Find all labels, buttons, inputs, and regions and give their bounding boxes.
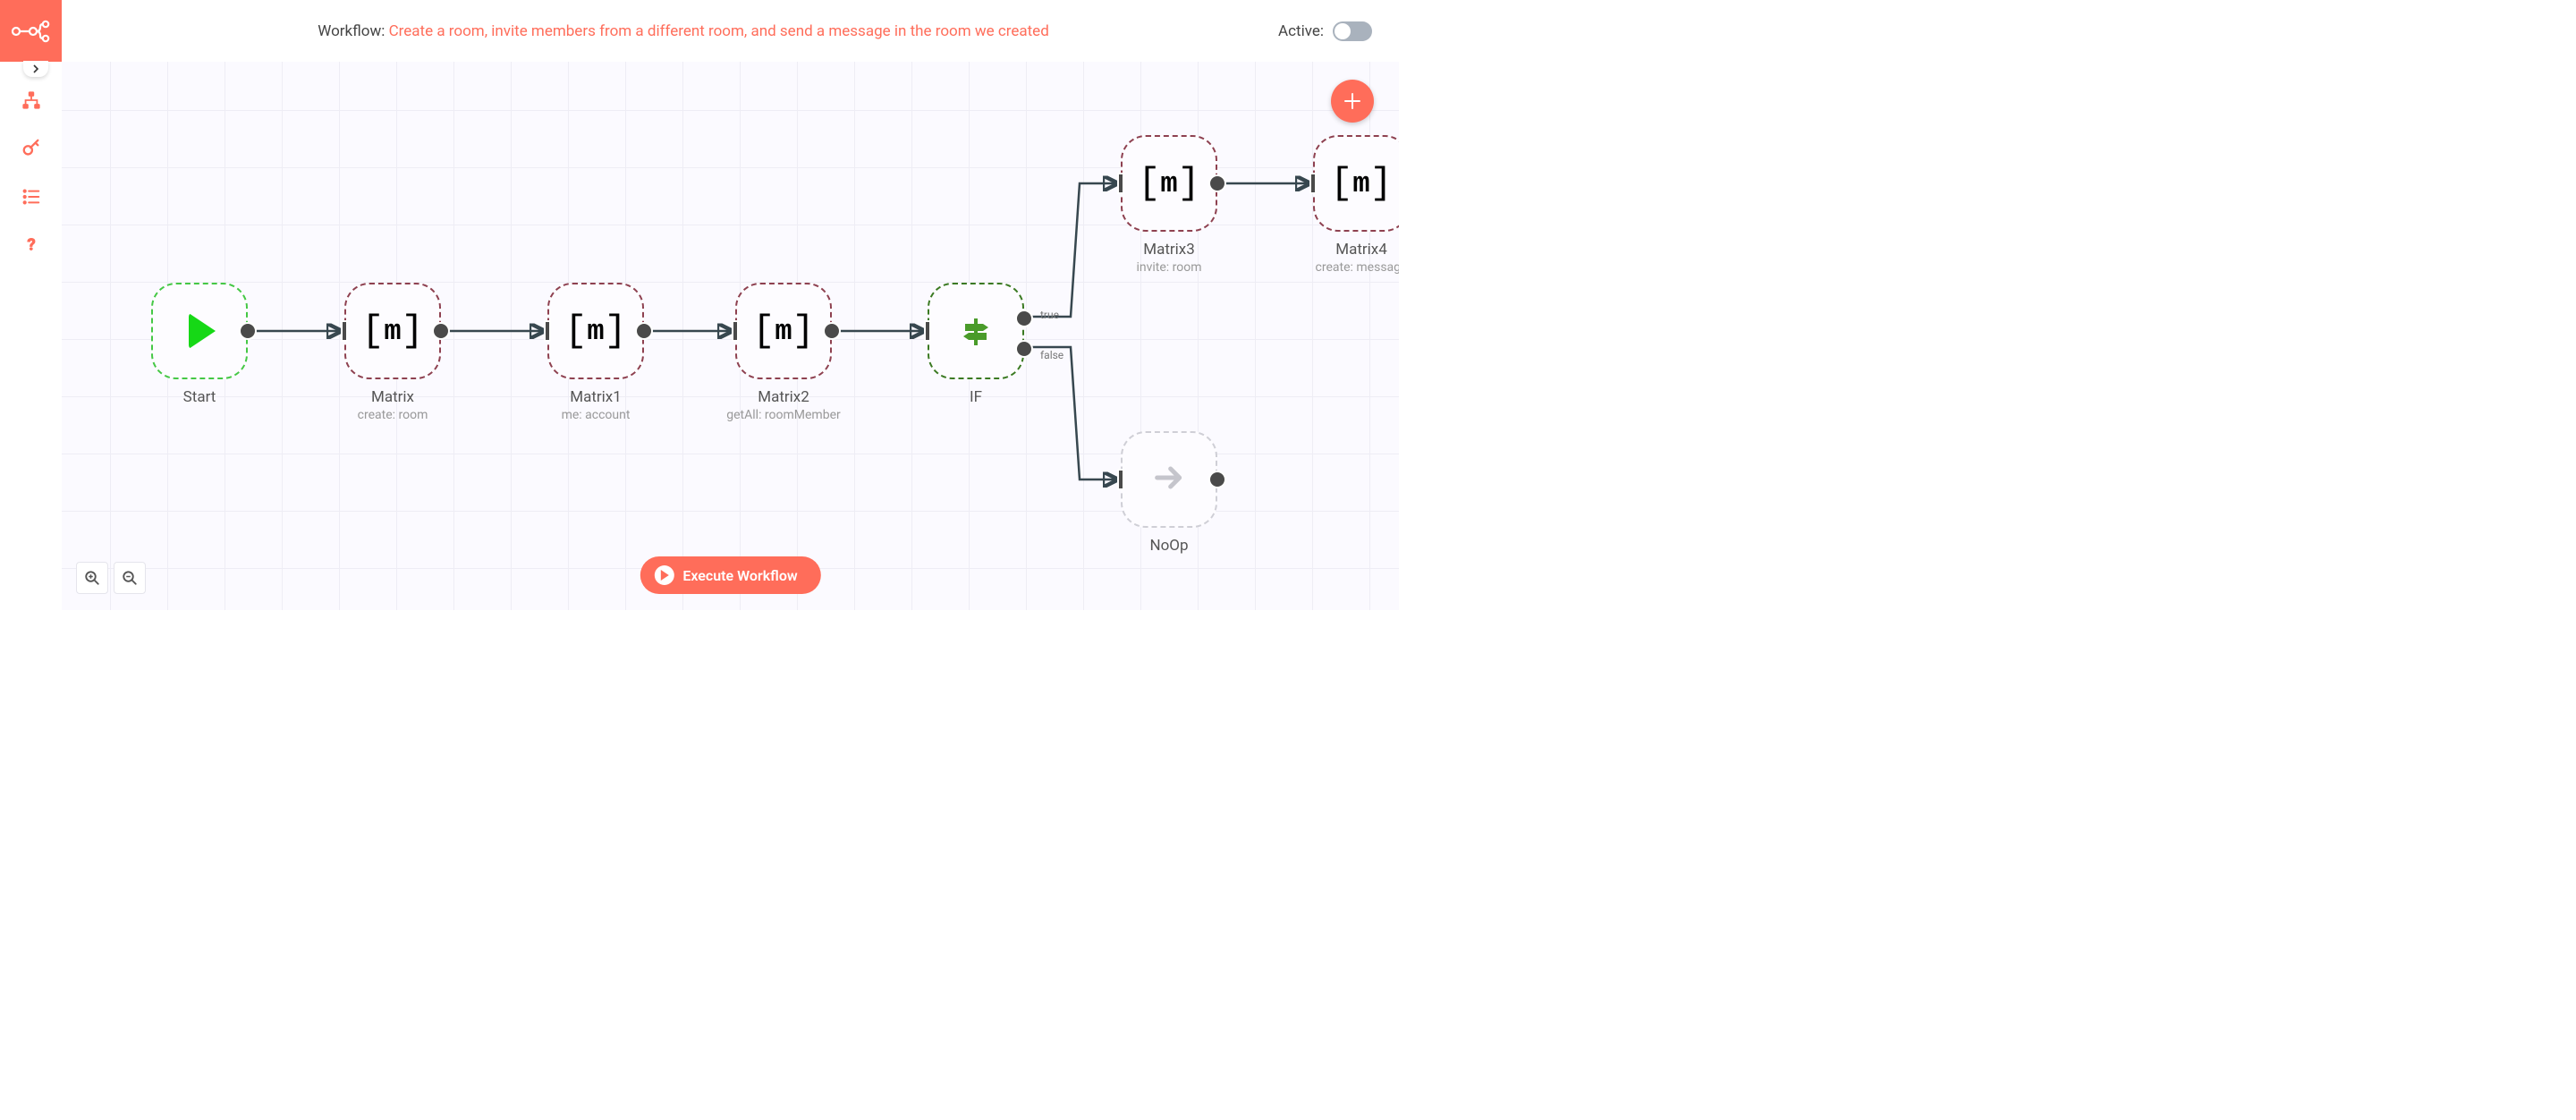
- node-label: Start: [183, 388, 216, 406]
- node-if[interactable]: truefalseIF: [928, 283, 1024, 379]
- output-port-false[interactable]: false: [1015, 340, 1033, 358]
- add-node-button[interactable]: [1331, 80, 1374, 123]
- node-label: Matrix: [371, 388, 414, 406]
- node-label: Matrix1: [570, 388, 622, 406]
- output-port[interactable]: [823, 322, 841, 340]
- executions-icon[interactable]: [21, 187, 41, 207]
- input-port[interactable]: [1309, 173, 1317, 194]
- node-subtitle: create: message: [1316, 260, 1399, 275]
- canvas[interactable]: Start[m]Matrixcreate: room[m]Matrix1me: …: [62, 62, 1399, 610]
- credentials-icon[interactable]: [21, 139, 41, 158]
- node-label: IF: [970, 388, 982, 406]
- workflow-title: Workflow: Create a room, invite members …: [89, 22, 1278, 40]
- input-port[interactable]: [924, 320, 931, 342]
- if-icon: [956, 311, 996, 351]
- node-label: Matrix2: [758, 388, 809, 406]
- matrix-icon: [m]: [752, 312, 815, 350]
- svg-text:?: ?: [27, 236, 35, 255]
- output-label-false: false: [1040, 349, 1063, 361]
- output-port[interactable]: [635, 322, 653, 340]
- toggle-knob: [1335, 23, 1351, 39]
- n8n-logo-icon: [12, 19, 51, 44]
- help-icon[interactable]: ?: [21, 235, 41, 255]
- arrow-right-icon: [1151, 460, 1187, 499]
- output-port[interactable]: [432, 322, 450, 340]
- node-matrix4[interactable]: [m]Matrix4create: message: [1313, 135, 1399, 232]
- header: Workflow: Create a room, invite members …: [62, 0, 1399, 62]
- sidebar: ?: [0, 0, 62, 610]
- output-port[interactable]: [1208, 471, 1226, 488]
- active-toggle-block: Active:: [1278, 21, 1372, 41]
- execute-workflow-button[interactable]: Execute Workflow: [640, 556, 820, 594]
- workflow-name[interactable]: Create a room, invite members from a dif…: [389, 22, 1049, 40]
- node-matrix1[interactable]: [m]Matrix1me: account: [547, 283, 644, 379]
- zoom-controls: [76, 562, 146, 594]
- active-label: Active:: [1278, 22, 1324, 40]
- node-subtitle: invite: room: [1136, 260, 1201, 275]
- node-matrix[interactable]: [m]Matrixcreate: room: [344, 283, 441, 379]
- matrix-icon: [m]: [361, 312, 424, 350]
- output-port[interactable]: [239, 322, 257, 340]
- plus-icon: [1343, 91, 1362, 111]
- execute-label: Execute Workflow: [682, 567, 797, 584]
- edge-if-matrix3: [1026, 183, 1115, 317]
- node-subtitle: me: account: [562, 408, 631, 422]
- input-port[interactable]: [1117, 173, 1124, 194]
- matrix-icon: [m]: [1138, 165, 1200, 202]
- logo[interactable]: [0, 0, 62, 62]
- node-label: Matrix3: [1143, 241, 1195, 259]
- node-subtitle: getAll: roomMember: [726, 408, 840, 422]
- workflows-icon[interactable]: [21, 90, 41, 110]
- edge-if-noop: [1026, 347, 1115, 479]
- output-port[interactable]: [1208, 174, 1226, 192]
- node-matrix3[interactable]: [m]Matrix3invite: room: [1121, 135, 1217, 232]
- matrix-icon: [m]: [1330, 165, 1393, 202]
- node-label: NoOp: [1149, 537, 1188, 555]
- node-matrix2[interactable]: [m]Matrix2getAll: roomMember: [735, 283, 832, 379]
- matrix-icon: [m]: [564, 312, 627, 350]
- active-toggle[interactable]: [1333, 21, 1372, 41]
- input-port[interactable]: [544, 320, 551, 342]
- zoom-out-button[interactable]: [114, 562, 146, 594]
- play-icon: [189, 313, 216, 349]
- input-port[interactable]: [1117, 469, 1124, 490]
- node-label: Matrix4: [1335, 241, 1387, 259]
- expand-sidebar-button[interactable]: [23, 61, 48, 77]
- node-subtitle: create: room: [358, 408, 428, 422]
- input-port[interactable]: [732, 320, 739, 342]
- output-label-true: true: [1040, 309, 1059, 321]
- node-start[interactable]: Start: [151, 283, 248, 379]
- output-port-true[interactable]: true: [1015, 310, 1033, 327]
- play-icon: [654, 565, 674, 585]
- zoom-in-button[interactable]: [76, 562, 108, 594]
- node-noop[interactable]: NoOp: [1121, 431, 1217, 528]
- input-port[interactable]: [341, 320, 348, 342]
- workflow-prefix: Workflow:: [318, 22, 385, 40]
